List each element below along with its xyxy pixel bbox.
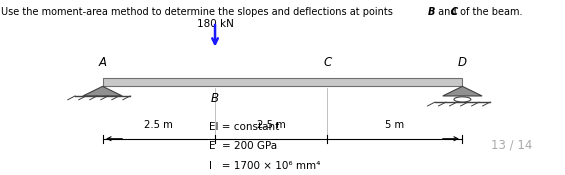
- Text: 13 / 14: 13 / 14: [490, 139, 532, 152]
- Polygon shape: [443, 86, 482, 96]
- Text: 2.5 m: 2.5 m: [257, 120, 286, 130]
- Text: of the beam.: of the beam.: [457, 6, 522, 17]
- Text: 5 m: 5 m: [385, 120, 405, 130]
- Text: B: B: [211, 92, 219, 104]
- Polygon shape: [83, 86, 122, 96]
- Text: I   = 1700 × 10⁶ mm⁴: I = 1700 × 10⁶ mm⁴: [210, 161, 321, 171]
- Text: C: C: [451, 6, 458, 17]
- Text: 2.5 m: 2.5 m: [145, 120, 173, 130]
- Text: EI = constant: EI = constant: [210, 122, 280, 132]
- Circle shape: [454, 97, 471, 102]
- Text: A: A: [98, 56, 107, 69]
- Text: D: D: [458, 56, 467, 69]
- Bar: [103, 78, 462, 86]
- Text: and: and: [435, 6, 459, 17]
- Text: B: B: [428, 6, 435, 17]
- Text: E  = 200 GPa: E = 200 GPa: [210, 141, 277, 151]
- Text: 180 kN: 180 kN: [197, 19, 233, 29]
- Text: Use the moment-area method to determine the slopes and deflections at points: Use the moment-area method to determine …: [1, 6, 397, 17]
- Text: C: C: [323, 56, 332, 69]
